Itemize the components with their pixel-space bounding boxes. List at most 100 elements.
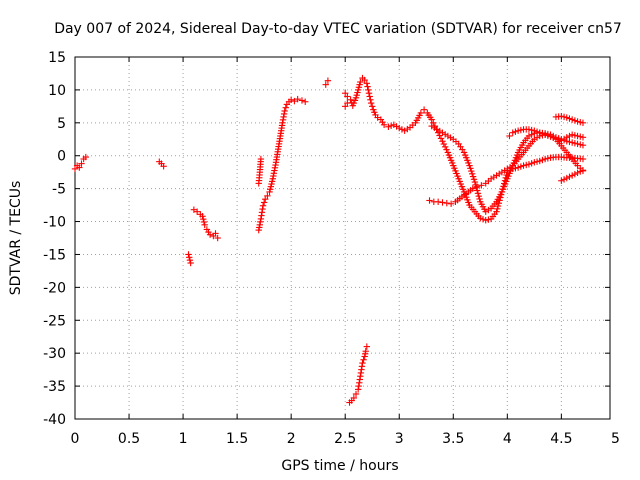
- data-point: [291, 97, 298, 105]
- data-point: [523, 161, 530, 169]
- data-point: [362, 348, 369, 355]
- data-point: [262, 195, 269, 203]
- data-point: [577, 141, 584, 148]
- data-point: [302, 98, 309, 105]
- data-point: [509, 129, 516, 136]
- data-point: [366, 93, 373, 100]
- data-point: [536, 129, 543, 136]
- y-tick-label: -20: [43, 280, 66, 296]
- plot-frame: [74, 56, 611, 420]
- data-point: [350, 394, 358, 402]
- data-point: [568, 139, 576, 146]
- data-point: [439, 199, 446, 206]
- x-axis-label: GPS time / hours: [281, 458, 398, 474]
- y-axis-label: SDTVAR / TECUs: [8, 181, 24, 296]
- data-point: [214, 234, 221, 242]
- data-point: [566, 173, 573, 180]
- data-point: [525, 132, 533, 140]
- x-tick-label: 3: [395, 431, 404, 447]
- y-tick-label: -5: [52, 182, 66, 198]
- y-tick-label: -40: [43, 412, 66, 428]
- data-point: [443, 199, 450, 207]
- data-point: [361, 76, 368, 84]
- data-point: [365, 86, 372, 94]
- data-point: [385, 123, 392, 130]
- data-point: [512, 128, 519, 135]
- data-point: [579, 134, 587, 141]
- data-point: [560, 113, 568, 121]
- data-point: [563, 134, 570, 141]
- data-point: [574, 132, 581, 140]
- data-point: [477, 215, 484, 222]
- x-tick-label: 1: [179, 431, 188, 447]
- data-point: [440, 140, 448, 148]
- x-tick-label: 4: [503, 431, 512, 447]
- data-point: [574, 140, 581, 148]
- data-point: [552, 135, 560, 142]
- data-point: [528, 160, 535, 167]
- data-point: [506, 132, 513, 140]
- data-point: [574, 118, 581, 125]
- data-point: [571, 132, 579, 139]
- data-point: [387, 122, 395, 129]
- y-tick-label: -25: [43, 313, 66, 329]
- x-tick-label: 2: [287, 431, 296, 447]
- data-point: [574, 169, 581, 177]
- x-tick-label: 2.5: [334, 431, 356, 447]
- x-tick-label: 1.5: [226, 431, 248, 447]
- data-point: [294, 95, 301, 103]
- data-point: [531, 159, 538, 166]
- data-point: [528, 126, 535, 134]
- data-point: [494, 205, 501, 213]
- data-point: [324, 77, 332, 84]
- grid: [75, 57, 610, 419]
- x-tick-label: 0.5: [118, 431, 140, 447]
- data-point: [259, 202, 267, 209]
- data-point: [579, 155, 587, 163]
- axis-ticks: 0 0.5 1 1.5 2 2.5 3 3.5 4 4.5 5 15 10 5 0 -5 -10 -15 -20 -2…: [43, 50, 620, 447]
- data-point: [479, 216, 487, 223]
- data-point: [257, 155, 265, 163]
- data-point: [298, 97, 306, 104]
- data-point: [441, 143, 449, 151]
- x-tick-label: 4.5: [550, 431, 572, 447]
- data-point: [363, 80, 371, 87]
- data-point: [199, 213, 206, 220]
- data-point: [571, 170, 579, 178]
- x-tick-label: 5: [611, 431, 620, 447]
- data-point: [200, 215, 207, 223]
- data-point: [190, 206, 198, 213]
- data-point: [470, 176, 478, 183]
- data-point: [352, 390, 360, 398]
- data-point: [577, 168, 584, 175]
- data-point: [374, 114, 381, 121]
- data-point: [367, 96, 374, 103]
- data-point: [212, 230, 219, 237]
- data-point: [447, 200, 455, 207]
- data-point: [420, 106, 428, 113]
- data-point: [541, 131, 549, 138]
- y-tick-label: -15: [43, 247, 66, 263]
- data-point: [443, 146, 450, 153]
- data-point: [426, 197, 433, 204]
- y-tick-label: 10: [48, 83, 66, 99]
- data-point: [187, 259, 194, 267]
- data-point: [571, 140, 579, 147]
- data-point: [493, 208, 500, 215]
- data-point: [206, 231, 214, 238]
- data-point: [201, 221, 208, 229]
- data-point: [568, 131, 576, 138]
- data-point: [579, 119, 587, 127]
- data-point: [579, 167, 587, 174]
- data-point: [571, 117, 579, 124]
- data-point: [539, 156, 546, 164]
- data-point: [485, 216, 492, 223]
- data-point: [186, 256, 194, 264]
- data-point: [434, 198, 442, 205]
- data-point: [555, 136, 562, 143]
- data-point: [439, 138, 446, 145]
- data-point: [474, 190, 482, 197]
- y-tick-label: 15: [48, 50, 66, 66]
- data-point: [344, 93, 351, 100]
